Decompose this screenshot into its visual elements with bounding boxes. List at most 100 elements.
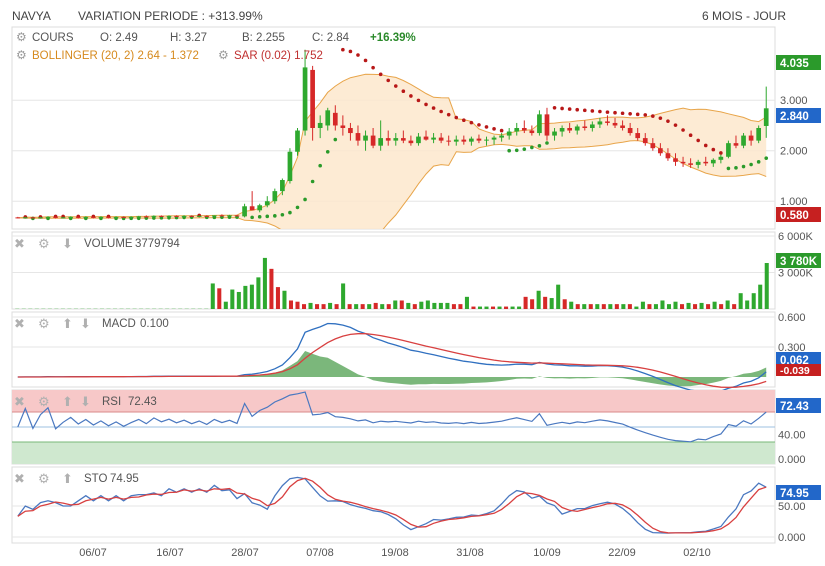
rsi-oversold-zone bbox=[12, 442, 775, 464]
volume-bar bbox=[301, 304, 307, 309]
volume-bar bbox=[458, 304, 463, 309]
settings-gear-icon[interactable]: ⚙ bbox=[16, 30, 27, 44]
bollinger-settings-gear-icon[interactable]: ⚙ bbox=[16, 48, 27, 62]
candle-body bbox=[718, 156, 724, 160]
candle-body bbox=[234, 215, 240, 217]
arrow-up-icon[interactable]: ⬆ bbox=[62, 394, 73, 409]
sar-dot bbox=[462, 118, 466, 122]
candle-body bbox=[620, 125, 625, 128]
candle-body bbox=[121, 216, 126, 218]
sar-dot bbox=[673, 123, 678, 127]
gear-icon[interactable]: ⚙ bbox=[38, 316, 50, 331]
sar-dot bbox=[378, 72, 383, 77]
close-icon[interactable]: ✖ bbox=[14, 316, 25, 331]
sar-dot bbox=[575, 107, 580, 112]
sar-dot bbox=[393, 84, 398, 88]
candle-body bbox=[582, 126, 588, 128]
candle-body bbox=[703, 161, 709, 164]
volume-bar bbox=[543, 296, 548, 309]
gear-icon[interactable]: ⚙ bbox=[38, 236, 50, 251]
candle-body bbox=[302, 67, 308, 131]
volume-bar bbox=[686, 302, 691, 309]
rsi-line bbox=[17, 391, 767, 443]
volume-bar bbox=[653, 304, 658, 309]
low-value: B: 2.255 bbox=[242, 32, 285, 44]
rsi-overbought-zone bbox=[12, 390, 775, 412]
volume-bar bbox=[725, 300, 730, 309]
volume-bar bbox=[536, 290, 541, 309]
rsi-legend: ✖ ⚙ ⬆ ⬇ RSI 72.43 bbox=[14, 394, 157, 409]
volume-bar bbox=[588, 304, 593, 309]
sar-dot bbox=[477, 123, 481, 127]
arrow-down-icon[interactable]: ⬇ bbox=[80, 394, 91, 409]
volume-bar bbox=[471, 306, 476, 309]
volume-bar bbox=[751, 293, 756, 309]
sar-dot bbox=[220, 215, 224, 220]
candle-body bbox=[476, 138, 482, 141]
close-icon[interactable]: ✖ bbox=[14, 394, 25, 409]
candle-body bbox=[627, 128, 633, 134]
sar-dot bbox=[318, 163, 322, 168]
gear-icon[interactable]: ⚙ bbox=[38, 471, 50, 486]
open-value: O: 2.49 bbox=[100, 32, 138, 44]
candle-body bbox=[143, 216, 149, 218]
candle-body bbox=[280, 180, 285, 192]
candle-body bbox=[461, 139, 467, 142]
volume-bar bbox=[477, 306, 483, 309]
volume-legend: ✖ ⚙ ⬇ VOLUME 3779794 bbox=[14, 236, 180, 251]
volume-bar bbox=[399, 300, 404, 309]
rsi-tag bbox=[776, 398, 821, 413]
sar-dot bbox=[356, 53, 360, 57]
volume-bar bbox=[523, 296, 528, 309]
close-icon[interactable]: ✖ bbox=[14, 236, 25, 251]
close-icon[interactable]: ✖ bbox=[14, 471, 25, 486]
sar-dot bbox=[741, 164, 746, 169]
arrow-up-icon[interactable]: ⬆ bbox=[62, 316, 73, 331]
sar-dot bbox=[371, 65, 375, 70]
candle-body bbox=[128, 216, 134, 218]
period-selector[interactable]: 6 MOIS - JOUR bbox=[702, 9, 787, 23]
candle-body bbox=[446, 140, 452, 142]
sar-settings-gear-icon[interactable]: ⚙ bbox=[218, 48, 229, 62]
volume-bar bbox=[406, 302, 411, 309]
sto-y-tick: 50.00 bbox=[778, 501, 806, 513]
candle-body bbox=[710, 159, 716, 164]
candle-body bbox=[340, 125, 346, 128]
candle-body bbox=[453, 139, 459, 142]
volume-bar bbox=[764, 263, 769, 309]
sar-dot bbox=[514, 148, 519, 153]
volume-bar bbox=[647, 304, 652, 309]
candle-body bbox=[174, 215, 179, 217]
candle-body bbox=[211, 215, 217, 217]
price-panel: ⚙ COURS O: 2.49 H: 3.27 B: 2.255 C: 2.84… bbox=[12, 30, 821, 229]
signal-tag-label: -0.039 bbox=[780, 365, 810, 377]
macd-y-tick: 0.300 bbox=[778, 342, 806, 354]
sar-dot bbox=[567, 107, 572, 111]
arrow-down-icon[interactable]: ⬇ bbox=[80, 316, 91, 331]
macd-value: 0.100 bbox=[140, 318, 169, 330]
sar-dot bbox=[386, 78, 391, 83]
volume-bar bbox=[308, 302, 313, 309]
volume-bar bbox=[549, 298, 554, 309]
candle-body bbox=[529, 130, 535, 134]
volume-bar bbox=[393, 300, 398, 309]
volume-bar bbox=[282, 290, 287, 309]
volume-y-tick: 3 000K bbox=[778, 268, 814, 280]
arrow-down-icon[interactable]: ⬇ bbox=[62, 236, 73, 251]
volume-bar bbox=[249, 284, 254, 309]
macd-legend: ✖ ⚙ ⬆ ⬇ MACD 0.100 bbox=[14, 316, 169, 331]
candle-body bbox=[249, 206, 255, 211]
volume-bar bbox=[530, 299, 535, 309]
sto-legend: ✖ ⚙ ⬆ STO 74.95 bbox=[14, 471, 139, 486]
candle-body bbox=[355, 133, 361, 141]
volume-tag-label: 3 780K bbox=[780, 256, 818, 268]
sar-dot bbox=[439, 109, 443, 114]
arrow-up-icon[interactable]: ⬆ bbox=[62, 471, 73, 486]
price-y-tick: 1.000 bbox=[780, 196, 808, 208]
volume-bar bbox=[510, 306, 515, 309]
gear-icon[interactable]: ⚙ bbox=[38, 394, 50, 409]
candle-body bbox=[15, 217, 21, 219]
macd-y-tick: 0.600 bbox=[778, 312, 806, 324]
